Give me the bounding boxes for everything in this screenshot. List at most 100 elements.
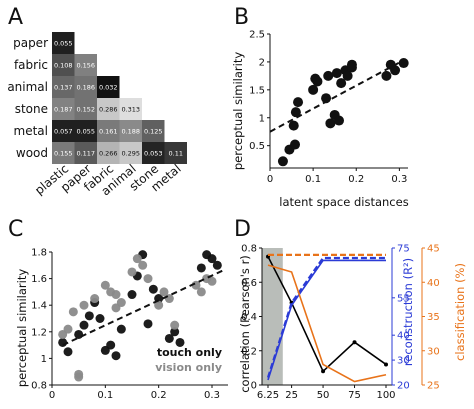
panel-c-point-touch — [175, 337, 185, 347]
panel-d-x-tick-label: 6.25 — [257, 390, 279, 401]
heatmap-cell — [74, 120, 97, 142]
panel-d-x-tick-label: 25 — [285, 390, 298, 401]
legend-touch-only: touch only — [157, 346, 222, 359]
heatmap-cell-value: 0.295 — [121, 150, 140, 158]
panel-c-point-vision — [170, 320, 180, 330]
heatmap-cell-value: 0.186 — [76, 84, 95, 92]
heatmap-cell-value: 0.155 — [54, 150, 73, 158]
panel-b-point — [398, 58, 409, 69]
panel-d-y2-tick-label: 40 — [397, 331, 410, 342]
heatmap-cell-value: 0.313 — [121, 106, 140, 114]
heatmap-cell — [52, 120, 75, 142]
heatmap-cell — [74, 54, 97, 76]
scatter-panel-c: perceptual similarity touch only vision … — [15, 248, 228, 401]
panel-b-y-tick-label: 2.5 — [249, 30, 265, 41]
heatmap-cell — [52, 142, 75, 164]
panel-c-y-tick-label: 1.8 — [31, 248, 47, 259]
panel-c-point-touch — [127, 290, 137, 300]
panel-d-point-correlation — [321, 369, 326, 374]
heatmap-cell — [97, 76, 120, 98]
heatmap-cell — [52, 76, 75, 98]
panel-letter-c: C — [8, 217, 23, 242]
panel-b-point — [288, 120, 299, 131]
panel-c-point-vision — [196, 287, 206, 297]
panel-b-point — [321, 93, 332, 104]
panel-b-point — [290, 139, 301, 150]
panel-c-point-vision — [154, 300, 164, 310]
heatmap-cell — [52, 54, 75, 76]
heatmap-cell-value: 0.156 — [76, 62, 95, 70]
panel-c-point-touch — [58, 337, 68, 347]
panel-c-point-vision — [138, 260, 148, 270]
panel-b-point — [293, 97, 304, 108]
panel-b-point — [331, 68, 342, 79]
heatmap-cell — [97, 98, 120, 120]
heatmap-cell-value: 0.137 — [54, 84, 73, 92]
legend-vision-only: vision only — [155, 361, 222, 374]
panel-c-point-vision — [143, 274, 153, 284]
panel-d-y3-tick-label: 40 — [427, 278, 440, 289]
heatmap-cell — [142, 120, 165, 142]
heatmap-row-label: stone — [15, 102, 48, 116]
panel-b-x-tick-label: 0.2 — [348, 174, 364, 185]
panel-c-point-vision — [159, 287, 169, 297]
heatmap-cell — [119, 120, 142, 142]
heatmap-cell-value: 0.032 — [99, 84, 118, 92]
panel-b-fit-line — [269, 59, 405, 133]
panel-letter-d: D — [234, 217, 251, 242]
panel-c-point-touch — [212, 260, 222, 270]
heatmap-cell-value: 0.11 — [169, 150, 183, 158]
panel-b-point — [381, 70, 392, 81]
panel-b-x-tick-label: 0 — [267, 174, 273, 185]
heatmap-cell-value: 0.053 — [144, 150, 163, 158]
panel-c-point-vision — [74, 372, 84, 382]
panel-d-y-tick-label-left: 0.6 — [241, 278, 257, 289]
panel-b-y-tick-label: 2 — [259, 57, 265, 68]
panel-c-y-tick-label: 1.2 — [31, 327, 47, 338]
panel-b-y-tick-label: 1 — [259, 113, 265, 124]
panel-d-y2-tick-label: 75 — [397, 244, 410, 255]
panel-d-point-correlation — [352, 340, 357, 345]
panel-c-x-tick-label: 0 — [49, 390, 55, 401]
panel-c-point-touch — [111, 351, 121, 361]
panel-d-x-tick-label: 50 — [317, 390, 330, 401]
panel-d-ylabel-right-orange: classification (%) — [453, 263, 467, 361]
panel-d-x-tick-label: 75 — [348, 390, 361, 401]
panel-c-x-tick-label: 0.3 — [204, 390, 220, 401]
heatmap-row-label: paper — [13, 36, 48, 50]
panel-d-point-correlation — [384, 362, 388, 367]
panel-c-point-touch — [170, 327, 180, 337]
panel-b-point — [325, 118, 336, 129]
panel-c-point-touch — [106, 340, 116, 350]
heatmap-cell-value: 0.057 — [54, 128, 73, 136]
panel-d-line-reconstruction-dashed — [266, 256, 386, 378]
panel-d-y2-tick-label: 20 — [397, 381, 410, 392]
panel-c-ylabel: perceptual similarity — [15, 269, 29, 388]
panel-c-point-vision — [68, 307, 78, 317]
panel-b-point — [390, 65, 401, 76]
heatmap-cell-value: 0.188 — [121, 128, 140, 136]
panel-b-point — [336, 78, 347, 89]
heatmap-row-label: wood — [16, 146, 48, 160]
panel-c-point-vision — [79, 300, 89, 310]
panel-c-point-touch — [164, 333, 174, 343]
panel-b-y-tick-label: 1.5 — [249, 85, 265, 96]
heatmap-cell-value: 0.286 — [99, 106, 118, 114]
panel-b-ylabel: perceptual similarity — [231, 52, 245, 171]
heatmap-row-label: animal — [7, 80, 48, 94]
panel-c-y-tick-label: 1.6 — [31, 274, 47, 285]
panel-b-point — [334, 115, 344, 126]
panel-c-point-vision — [111, 290, 121, 300]
panel-d-y-tick-label-left: 0.4 — [241, 312, 257, 323]
panel-d-y3-tick-label: 30 — [427, 346, 440, 357]
panel-d-y3-tick-label: 25 — [427, 381, 440, 392]
panel-c-point-vision — [207, 276, 217, 286]
heatmap-cell — [119, 142, 142, 164]
panel-b-y-tick-label: 0.5 — [249, 141, 265, 152]
line-panel-d: correlation (Pearson's r) reconstruction… — [238, 244, 467, 402]
panel-c-point-touch — [95, 314, 105, 323]
panel-c-point-vision — [90, 294, 100, 304]
panel-c-point-touch — [196, 263, 206, 273]
panel-c-x-tick-label: 0.2 — [151, 390, 167, 401]
